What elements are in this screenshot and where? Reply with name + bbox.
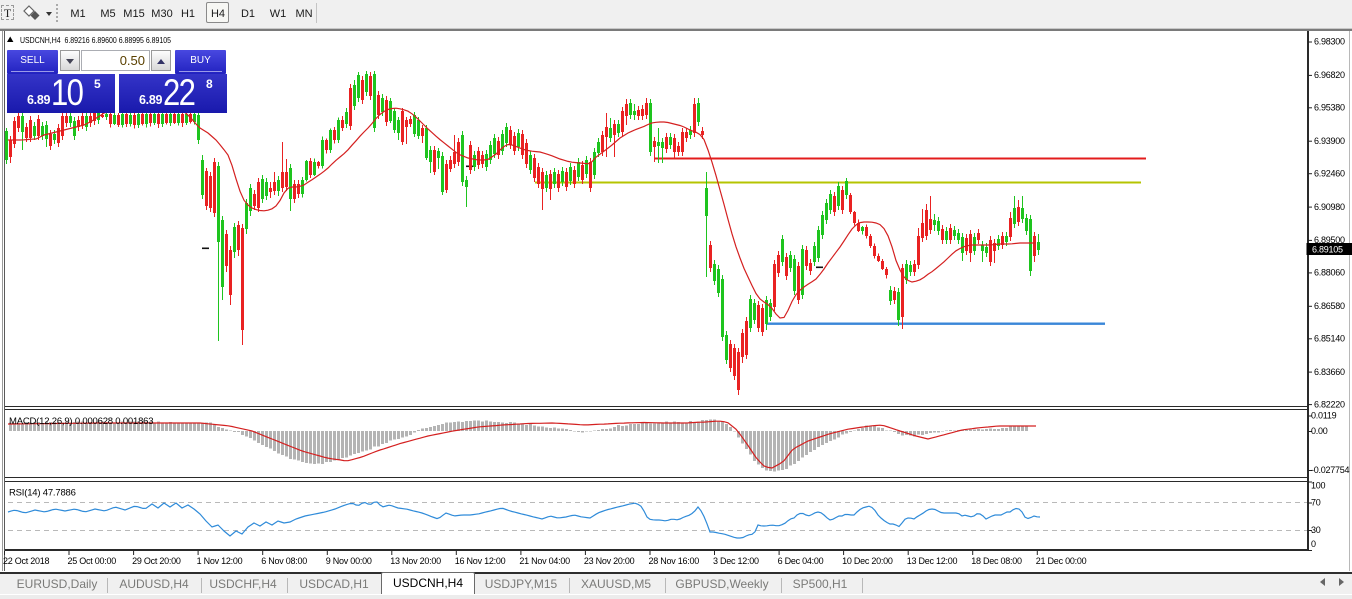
svg-text:21 Nov 04:00: 21 Nov 04:00 — [519, 556, 570, 566]
svg-text:10 Dec 20:00: 10 Dec 20:00 — [842, 556, 893, 566]
svg-text:6.82220: 6.82220 — [1314, 399, 1345, 409]
svg-text:30: 30 — [1311, 525, 1321, 535]
svg-text:6.89500: 6.89500 — [1314, 235, 1345, 245]
svg-text:6.98300: 6.98300 — [1314, 37, 1345, 47]
svg-text:0.00: 0.00 — [1311, 426, 1328, 436]
svg-text:29 Oct 20:00: 29 Oct 20:00 — [132, 556, 181, 566]
svg-text:6.90980: 6.90980 — [1314, 202, 1345, 212]
svg-text:6.85140: 6.85140 — [1314, 334, 1345, 344]
svg-text:16 Nov 12:00: 16 Nov 12:00 — [455, 556, 506, 566]
svg-text:6 Dec 04:00: 6 Dec 04:00 — [778, 556, 824, 566]
svg-text:13 Dec 12:00: 13 Dec 12:00 — [907, 556, 958, 566]
svg-text:3 Dec 12:00: 3 Dec 12:00 — [713, 556, 759, 566]
svg-text:100: 100 — [1311, 481, 1326, 491]
svg-text:13 Nov 20:00: 13 Nov 20:00 — [390, 556, 441, 566]
svg-text:6.96820: 6.96820 — [1314, 70, 1345, 80]
svg-text:MACD(12,26,9) 0.000628 0.00186: MACD(12,26,9) 0.000628 0.001863 — [9, 416, 153, 427]
svg-text:22 Oct 2018: 22 Oct 2018 — [3, 556, 50, 566]
svg-text:28 Nov 16:00: 28 Nov 16:00 — [649, 556, 700, 566]
svg-text:70: 70 — [1311, 498, 1321, 508]
svg-text:6.88060: 6.88060 — [1314, 268, 1345, 278]
svg-text:0: 0 — [1311, 539, 1316, 549]
svg-text:-0.027754: -0.027754 — [1311, 465, 1350, 475]
svg-text:RSI(14) 47.7886: RSI(14) 47.7886 — [9, 488, 76, 499]
svg-text:6.89105: 6.89105 — [1312, 245, 1343, 255]
svg-text:6.92460: 6.92460 — [1314, 168, 1345, 178]
svg-text:6.95380: 6.95380 — [1314, 103, 1345, 113]
svg-text:6.83660: 6.83660 — [1314, 367, 1345, 377]
svg-text:25 Oct 00:00: 25 Oct 00:00 — [68, 556, 117, 566]
svg-text:23 Nov 20:00: 23 Nov 20:00 — [584, 556, 635, 566]
svg-text:18 Dec 08:00: 18 Dec 08:00 — [971, 556, 1022, 566]
svg-text:6.93900: 6.93900 — [1314, 136, 1345, 146]
svg-text:0.0119: 0.0119 — [1311, 411, 1337, 421]
svg-text:21 Dec 00:00: 21 Dec 00:00 — [1036, 556, 1087, 566]
svg-text:6 Nov 08:00: 6 Nov 08:00 — [261, 556, 307, 566]
svg-text:9 Nov 00:00: 9 Nov 00:00 — [326, 556, 372, 566]
svg-text:6.86580: 6.86580 — [1314, 301, 1345, 311]
svg-text:1 Nov 12:00: 1 Nov 12:00 — [197, 556, 243, 566]
svg-text:USDCNH,H4 6.89216 6.89600 6.8: USDCNH,H4 6.89216 6.89600 6.88995 6.8910… — [20, 35, 171, 45]
